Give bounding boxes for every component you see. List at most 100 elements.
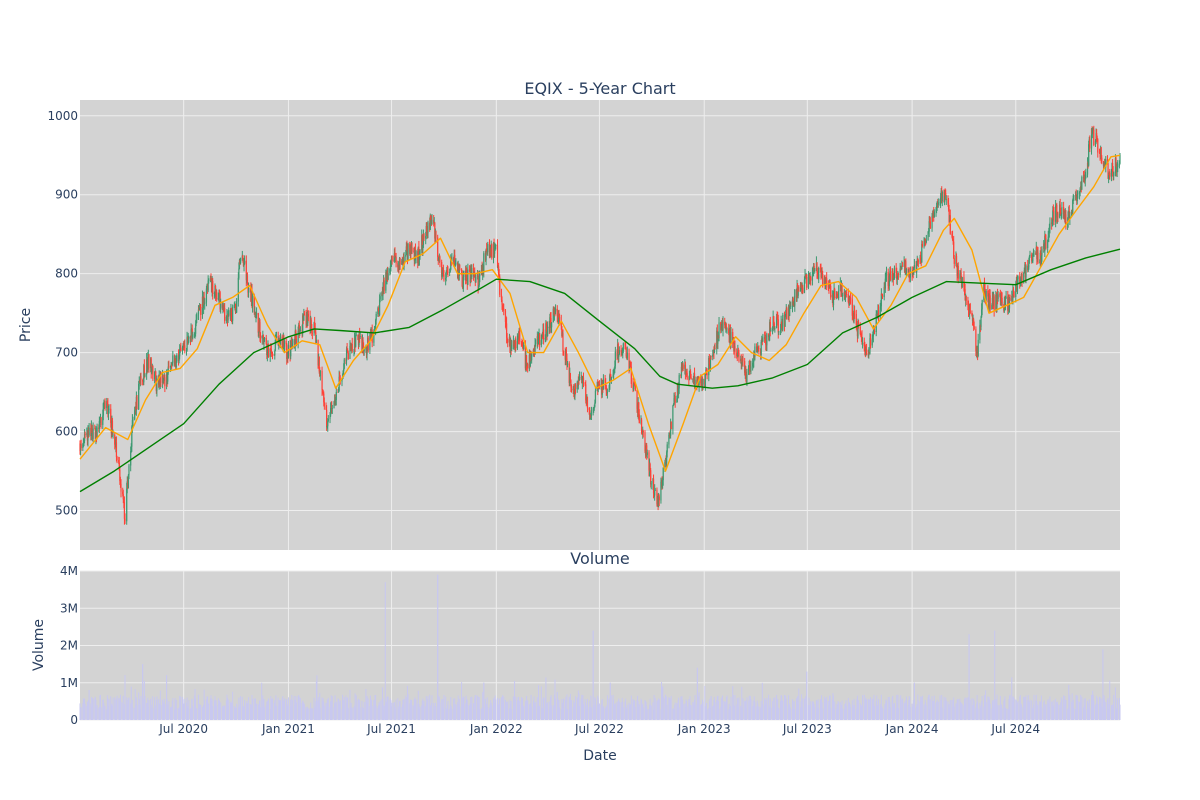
candle-up xyxy=(589,414,591,420)
candle-down xyxy=(519,330,521,342)
candle-down xyxy=(472,268,475,277)
candle-up xyxy=(478,275,480,286)
volume-bar xyxy=(250,709,252,720)
volume-bar xyxy=(405,697,407,720)
volume-bar xyxy=(678,707,680,720)
candle-down xyxy=(281,336,283,345)
candle-up xyxy=(1108,176,1110,179)
candle-down xyxy=(160,374,162,383)
candle-up xyxy=(205,288,208,303)
volume-bar xyxy=(729,706,731,720)
candle-down xyxy=(556,308,558,316)
candle-up xyxy=(654,489,656,491)
candle-up xyxy=(912,272,914,275)
candle-up xyxy=(1110,170,1113,177)
volume-bar xyxy=(762,704,764,720)
volume-bar xyxy=(847,697,849,720)
candle-up xyxy=(106,401,108,409)
candle-down xyxy=(513,340,515,345)
volume-bar xyxy=(391,706,393,720)
volume-bar xyxy=(338,698,340,720)
candle-up xyxy=(377,308,379,315)
candle-down xyxy=(588,408,590,411)
volume-bar xyxy=(820,700,822,720)
volume-bar xyxy=(600,704,602,720)
volume-bar xyxy=(692,704,694,720)
candle-down xyxy=(685,371,688,373)
volume-bar xyxy=(95,699,97,720)
candle-down xyxy=(892,271,894,279)
volume-bar xyxy=(405,695,407,720)
volume-bar xyxy=(684,703,686,720)
candle-up xyxy=(319,371,321,377)
volume-bar xyxy=(242,706,244,720)
volume-bar xyxy=(148,700,150,720)
volume-bar xyxy=(86,701,88,720)
volume-bar xyxy=(315,681,317,720)
volume-bar xyxy=(1044,708,1046,720)
volume-bar xyxy=(941,707,943,720)
volume-bar xyxy=(199,704,201,720)
volume-bar xyxy=(968,634,970,720)
candle-up xyxy=(879,306,881,317)
volume-bar xyxy=(841,700,843,720)
candle-down xyxy=(265,338,267,344)
candle-down xyxy=(863,342,865,347)
volume-bar xyxy=(122,702,124,720)
volume-bar xyxy=(120,701,122,720)
candle-down xyxy=(920,256,922,259)
volume-bar xyxy=(752,706,754,720)
candle-down xyxy=(921,243,923,247)
volume-bar xyxy=(318,703,320,720)
candle-down xyxy=(437,237,439,257)
volume-bar xyxy=(1012,696,1014,720)
candle-down xyxy=(168,366,170,368)
volume-bar xyxy=(916,705,918,720)
candle-down xyxy=(270,348,272,350)
volume-bar xyxy=(772,701,774,720)
volume-bar xyxy=(119,698,121,720)
volume-bar xyxy=(114,699,116,720)
candle-up xyxy=(1023,272,1025,283)
candle-up xyxy=(197,309,200,315)
candle-down xyxy=(582,377,585,384)
candle-up xyxy=(1090,128,1093,149)
volume-bar xyxy=(395,699,397,720)
candle-up xyxy=(1077,193,1079,195)
volume-bar xyxy=(586,698,588,720)
volume-bar xyxy=(853,698,855,720)
candle-up xyxy=(358,333,360,346)
volume-bar xyxy=(274,700,276,720)
candle-up xyxy=(403,256,405,267)
volume-bar xyxy=(828,705,830,720)
volume-bar xyxy=(816,700,818,720)
candle-down xyxy=(565,350,567,359)
volume-bar xyxy=(351,707,353,720)
volume-bar xyxy=(82,703,84,720)
candle-down xyxy=(142,379,144,382)
candle-up xyxy=(553,309,556,315)
volume-bar xyxy=(202,707,204,720)
candle-down xyxy=(944,191,946,194)
volume-bar xyxy=(993,700,995,720)
volume-bar xyxy=(126,697,128,720)
volume-bar xyxy=(788,695,790,720)
volume-bar xyxy=(1083,707,1085,720)
volume-bar xyxy=(1008,698,1010,720)
candle-up xyxy=(255,314,257,318)
candle-up xyxy=(985,290,987,301)
volume-bar xyxy=(833,708,835,720)
volume-bar xyxy=(681,696,683,720)
volume-bar xyxy=(290,699,292,720)
volume-bar xyxy=(532,700,534,720)
volume-bar xyxy=(975,707,977,720)
volume-bar xyxy=(702,699,704,720)
candle-up xyxy=(185,350,188,352)
candle-up xyxy=(790,305,792,307)
candle-down xyxy=(496,245,499,268)
candle-down xyxy=(1093,129,1095,145)
candle-down xyxy=(642,431,644,433)
volume-bar xyxy=(831,699,833,720)
volume-bar xyxy=(907,705,909,720)
volume-bar xyxy=(1084,698,1086,720)
